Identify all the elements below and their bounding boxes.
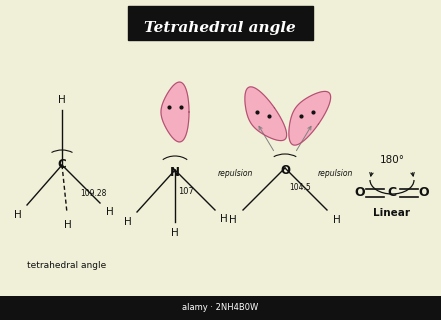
Text: 109.28: 109.28 xyxy=(80,188,106,197)
Text: C: C xyxy=(388,187,396,199)
Text: O: O xyxy=(419,187,429,199)
Text: 180°: 180° xyxy=(380,155,404,165)
Text: N: N xyxy=(170,165,180,179)
Text: H: H xyxy=(14,210,22,220)
Text: H: H xyxy=(333,215,341,225)
Text: H: H xyxy=(171,228,179,238)
Text: 107: 107 xyxy=(178,188,194,196)
Text: H: H xyxy=(220,214,228,224)
FancyBboxPatch shape xyxy=(128,6,313,40)
Text: H: H xyxy=(58,95,66,105)
Text: O: O xyxy=(355,187,365,199)
Text: repulsion: repulsion xyxy=(217,169,253,178)
Text: tetrahedral angle: tetrahedral angle xyxy=(27,260,107,269)
Text: Tetrahedral angle: Tetrahedral angle xyxy=(144,21,296,35)
Polygon shape xyxy=(161,82,189,142)
Text: H: H xyxy=(229,215,237,225)
Text: H: H xyxy=(106,207,114,217)
Text: O: O xyxy=(280,164,290,177)
Text: H: H xyxy=(64,220,72,230)
Text: Linear: Linear xyxy=(374,208,411,218)
Text: C: C xyxy=(58,158,67,172)
Text: alamy · 2NH4B0W: alamy · 2NH4B0W xyxy=(182,303,258,313)
Text: H: H xyxy=(124,217,132,227)
Polygon shape xyxy=(289,92,331,145)
Text: repulsion: repulsion xyxy=(318,169,353,178)
Polygon shape xyxy=(245,87,287,140)
Text: 104.5: 104.5 xyxy=(289,183,311,193)
FancyBboxPatch shape xyxy=(0,296,441,320)
